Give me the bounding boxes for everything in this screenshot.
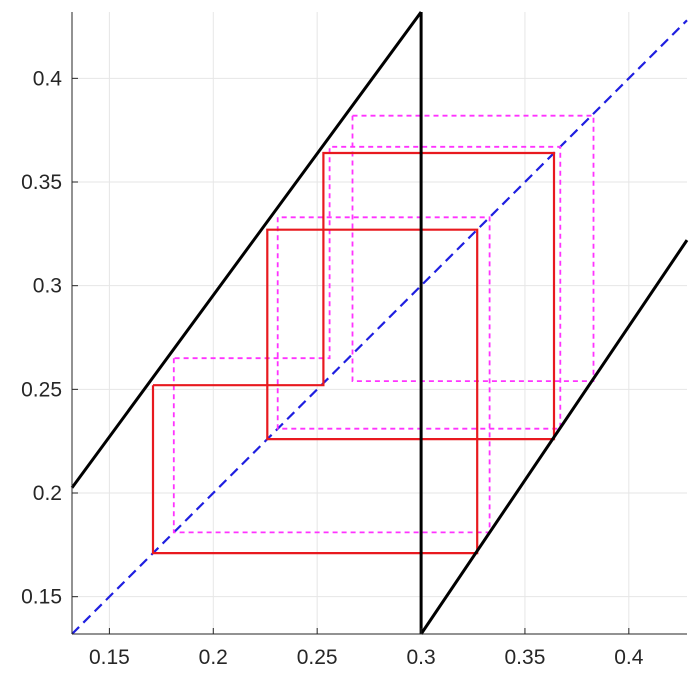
x-tick-label-4: 0.35 <box>505 646 546 669</box>
series-0-map <box>70 11 423 489</box>
y-tick-label-2: 0.25 <box>21 378 62 401</box>
x-tick-labels: 0.15 0.2 0.25 0.3 0.35 0.4 <box>89 646 644 669</box>
x-tick-label-1: 0.2 <box>199 646 228 669</box>
y-tick-label-0: 0.15 <box>21 586 62 609</box>
x-tick-label-3: 0.3 <box>406 646 435 669</box>
y-tick-labels: 0.15 0.2 0.25 0.3 0.35 0.4 <box>21 67 62 608</box>
series-layer <box>70 11 689 635</box>
series-2-map <box>419 239 689 635</box>
y-tick-label-3: 0.3 <box>33 275 62 298</box>
x-tick-label-0: 0.15 <box>89 646 130 669</box>
x-tick-label-5: 0.4 <box>614 646 644 669</box>
series-4-orbit-solid <box>151 151 556 555</box>
y-tick-label-4: 0.35 <box>21 171 62 194</box>
series-5-orbit-dashed <box>172 145 562 534</box>
y-tick-label-1: 0.2 <box>33 482 62 505</box>
y-tick-label-5: 0.4 <box>33 67 63 90</box>
x-tick-label-2: 0.25 <box>297 646 338 669</box>
axes <box>71 12 687 635</box>
